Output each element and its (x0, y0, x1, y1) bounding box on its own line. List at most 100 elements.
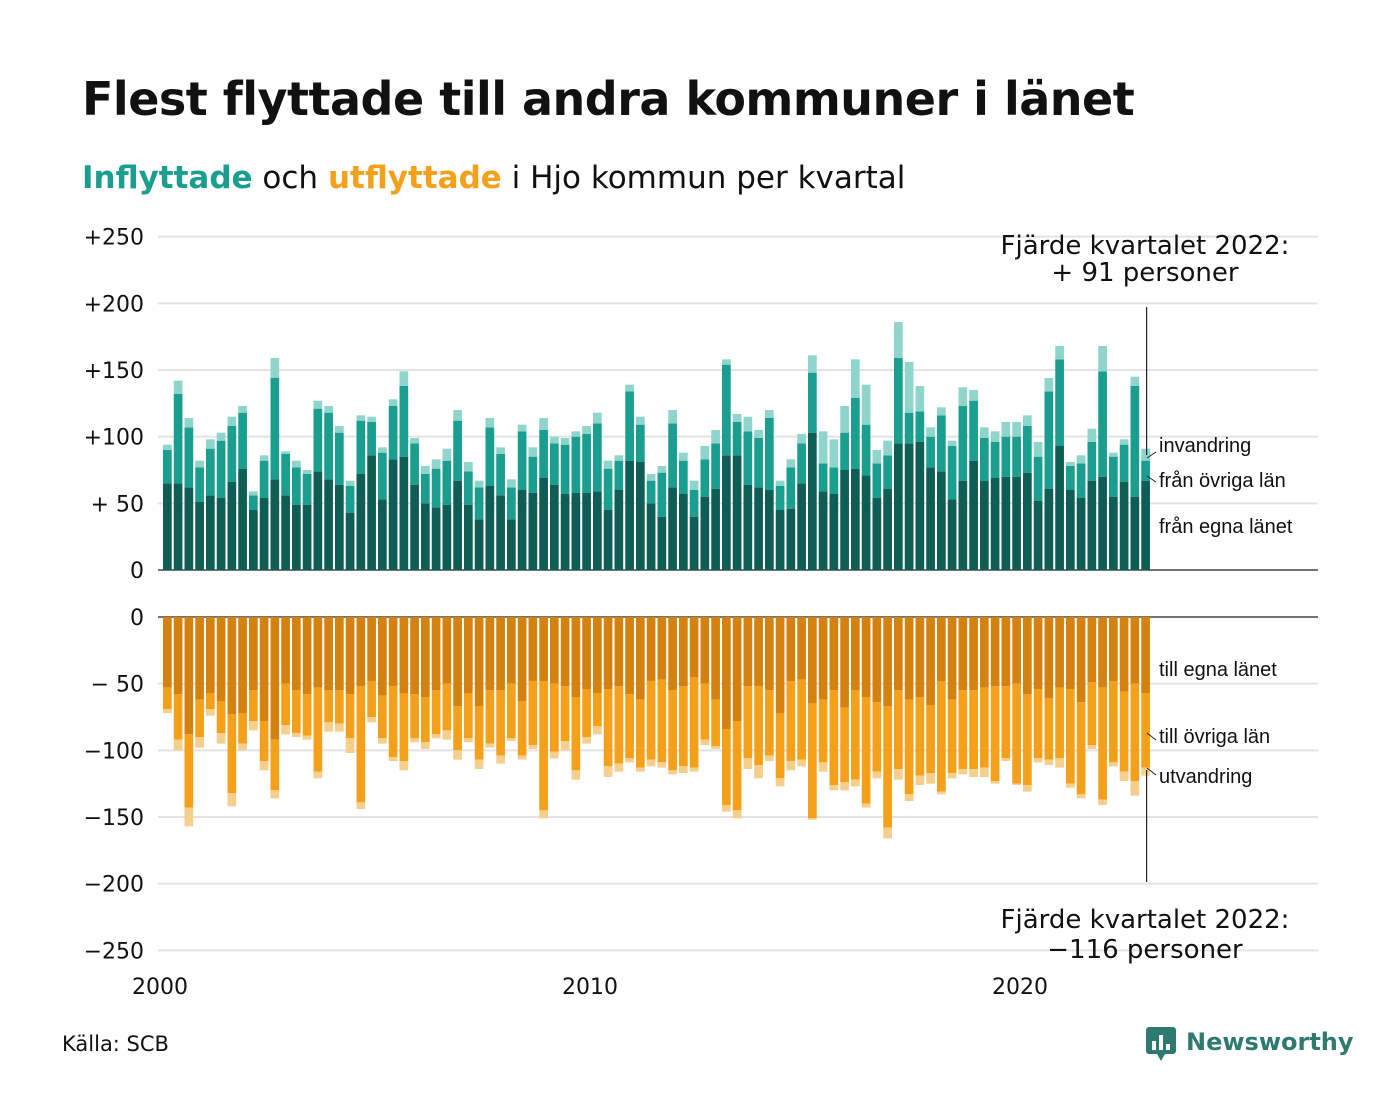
bar-inflow-own-county (399, 456, 409, 570)
bar-outflow-emigration (367, 716, 376, 723)
bar-inflow-immigration (872, 450, 882, 464)
bar-inflow-own-county (1033, 500, 1043, 570)
bar-outflow-other-counties (700, 683, 710, 740)
bar-inflow-other-counties (625, 391, 634, 461)
bar-outflow-own-county (539, 617, 548, 681)
bar-inflow-immigration (775, 480, 785, 487)
bar-inflow-immigration (743, 416, 753, 432)
bar-outflow-other-counties (410, 694, 419, 739)
bar-outflow-emigration (732, 810, 742, 819)
bar-outflow-emigration (410, 738, 419, 743)
bar-inflow-other-counties (754, 438, 763, 488)
bar-outflow-other-counties (861, 696, 871, 804)
bar-outflow-emigration (754, 764, 763, 779)
bar-outflow-other-counties (163, 687, 172, 709)
bar-inflow-other-counties (775, 486, 785, 511)
bar-inflow-immigration (184, 418, 194, 428)
bar-outflow-other-counties (206, 692, 215, 709)
newsworthy-logo: Newsworthy (1146, 1022, 1354, 1062)
bar-outflow-emigration (700, 739, 710, 745)
bar-outflow-own-county (969, 617, 978, 691)
bar-inflow-own-county (485, 486, 495, 570)
bar-outflow-own-county (1141, 617, 1150, 693)
bar-inflow-own-county (507, 519, 516, 570)
y-tick-label: −150 (84, 806, 144, 831)
subtitle-rest: i Hjo kommun per kvartal (501, 160, 906, 196)
bar-outflow-emigration (388, 756, 398, 761)
bar-inflow-own-county (593, 491, 602, 570)
bar-inflow-immigration (765, 410, 774, 419)
bar-inflow-immigration (646, 474, 656, 481)
bar-inflow-other-counties (517, 431, 527, 491)
bar-outflow-emigration (689, 767, 699, 772)
bar-outflow-other-counties (1012, 683, 1021, 784)
bar-outflow-other-counties (238, 712, 247, 744)
bar-outflow-emigration (1012, 783, 1021, 785)
bar-inflow-immigration (560, 438, 570, 445)
bar-inflow-other-counties (1109, 456, 1118, 497)
bar-inflow-own-county (238, 468, 247, 570)
bar-outflow-other-counties (571, 696, 581, 771)
bar-outflow-emigration (421, 742, 430, 749)
bar-outflow-other-counties (786, 680, 796, 761)
bar-inflow-own-county (571, 492, 581, 570)
bar-outflow-emigration (915, 775, 925, 785)
bar-outflow-other-counties (1055, 687, 1064, 759)
bar-outflow-emigration (560, 740, 570, 751)
bar-outflow-other-counties (1076, 702, 1086, 795)
bar-inflow-own-county (743, 484, 753, 570)
bar-inflow-own-county (1044, 488, 1054, 570)
bar-inflow-own-county (603, 510, 613, 570)
bar-outflow-emigration (313, 771, 323, 779)
bar-outflow-own-county (980, 617, 989, 688)
bar-inflow-own-county (851, 468, 860, 570)
bar-outflow-other-counties (646, 680, 656, 760)
bar-outflow-other-counties (184, 734, 194, 808)
bar-outflow-other-counties (1109, 680, 1118, 763)
bar-inflow-immigration (1033, 442, 1043, 457)
bar-inflow-other-counties (593, 423, 602, 492)
bar-inflow-immigration (657, 466, 667, 473)
bar-inflow-other-counties (894, 358, 903, 444)
bar-inflow-other-counties (1098, 371, 1107, 477)
bar-inflow-immigration (808, 355, 817, 373)
bar-inflow-other-counties (947, 446, 957, 500)
bar-outflow-other-counties (249, 690, 258, 721)
bar-outflow-own-county (1023, 617, 1032, 695)
bar-outflow-other-counties (915, 696, 925, 776)
bar-inflow-own-county (453, 480, 462, 570)
y-tick-label: +100 (84, 426, 144, 451)
bar-inflow-other-counties (485, 427, 495, 487)
bar-inflow-other-counties (539, 430, 548, 479)
bar-outflow-own-county (388, 617, 398, 687)
bar-inflow-immigration (603, 460, 613, 469)
bar-inflow-immigration (668, 410, 677, 424)
bar-inflow-other-counties (872, 463, 882, 499)
series-label-outflow: utvandring (1159, 766, 1252, 788)
bar-outflow-other-counties (227, 714, 237, 793)
bar-outflow-own-county (550, 617, 559, 684)
bar-inflow-own-county (539, 478, 548, 570)
bar-outflow-own-county (668, 617, 677, 691)
bar-outflow-own-county (711, 617, 720, 700)
bar-inflow-other-counties (281, 454, 290, 496)
bar-outflow-emigration (722, 804, 731, 812)
bar-inflow-immigration (270, 358, 280, 379)
bar-outflow-other-counties (302, 694, 312, 736)
bar-inflow-own-county (722, 455, 731, 570)
bar-outflow-emigration (1066, 783, 1075, 788)
bar-inflow-other-counties (1141, 460, 1150, 481)
bar-outflow-own-county (335, 617, 344, 691)
bar-inflow-immigration (689, 480, 699, 491)
bar-inflow-other-counties (324, 412, 333, 480)
bar-inflow-own-county (614, 490, 624, 570)
bar-outflow-emigration (679, 766, 688, 773)
bar-outflow-other-counties (335, 690, 344, 724)
bar-inflow-own-county (1130, 496, 1140, 570)
bar-outflow-own-county (517, 617, 527, 701)
bar-inflow-own-county (560, 494, 570, 570)
bar-inflow-other-counties (1033, 456, 1043, 501)
series-label-outflow: till övriga län (1159, 726, 1270, 748)
bar-inflow-immigration (378, 447, 387, 453)
bar-outflow-own-county (206, 617, 215, 693)
